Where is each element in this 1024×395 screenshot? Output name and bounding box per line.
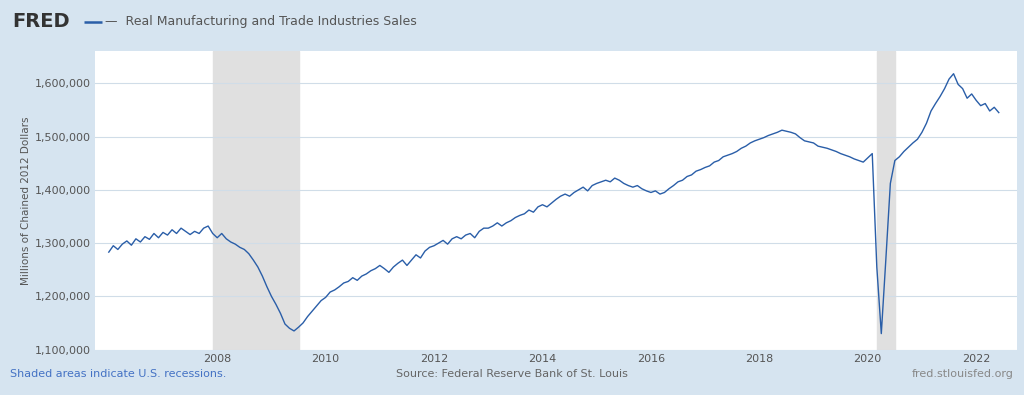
Text: Source: Federal Reserve Bank of St. Louis: Source: Federal Reserve Bank of St. Loui…: [396, 369, 628, 379]
Text: fred.stlouisfed.org: fred.stlouisfed.org: [912, 369, 1014, 379]
Y-axis label: Millions of Chained 2012 Dollars: Millions of Chained 2012 Dollars: [20, 116, 31, 285]
Text: FRED: FRED: [12, 12, 70, 31]
Bar: [213, 51, 299, 350]
Text: —  Real Manufacturing and Trade Industries Sales: — Real Manufacturing and Trade Industrie…: [105, 15, 417, 28]
Bar: [877, 51, 895, 350]
Text: Shaded areas indicate U.S. recessions.: Shaded areas indicate U.S. recessions.: [10, 369, 226, 379]
